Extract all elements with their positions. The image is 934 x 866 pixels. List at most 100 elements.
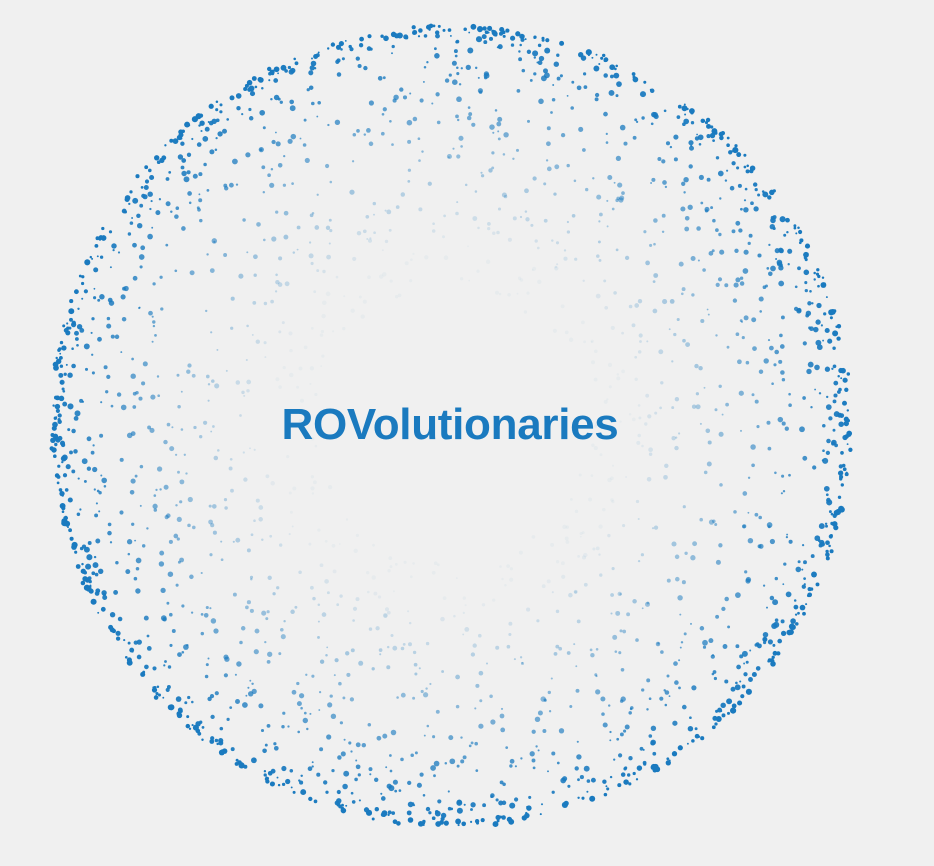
ring-particle [634,303,640,308]
ring-particle [652,308,658,314]
ring-particle [726,143,730,147]
ring-particle [254,85,258,89]
ring-particle [578,473,582,477]
ring-particle [774,471,777,475]
ring-particle [521,661,524,664]
ring-particle [149,207,152,211]
ring-particle [85,585,92,592]
ring-particle [196,206,200,210]
ring-particle [266,724,271,728]
ring-particle [180,165,185,170]
ring-particle [314,392,318,397]
ring-particle [743,165,747,169]
ring-particle [660,650,664,654]
ring-particle [320,329,325,334]
ring-particle [187,363,192,368]
ring-particle [186,643,189,647]
ring-particle [556,263,559,266]
ring-particle [610,498,614,502]
ring-particle [442,596,447,600]
ring-particle [526,607,531,612]
ring-particle [392,590,395,593]
ring-particle [770,215,775,220]
ring-particle [623,779,629,785]
ring-particle [109,612,116,618]
ring-particle [61,510,65,513]
ring-particle [258,77,264,83]
ring-particle [332,569,337,574]
ring-particle [246,379,252,385]
ring-particle [291,689,297,695]
ring-particle [288,491,292,495]
ring-particle [467,47,474,54]
ring-particle [178,132,184,138]
ring-particle [803,577,806,580]
ring-particle [129,490,135,495]
ring-particle [91,371,95,375]
ring-particle [744,187,748,191]
ring-particle [803,560,807,565]
ring-particle [797,560,801,564]
ring-particle [382,613,388,618]
ring-particle [782,489,786,493]
ring-particle [775,257,778,261]
ring-particle [319,563,324,568]
ring-particle [537,43,542,48]
ring-particle [447,156,450,159]
ring-particle [244,83,249,88]
ring-particle [361,742,367,748]
ring-particle [826,438,831,444]
ring-particle [758,543,764,549]
ring-particle [825,549,829,554]
ring-particle [462,755,467,760]
ring-particle [515,31,521,37]
ring-particle [434,810,441,817]
ring-particle [109,627,115,633]
ring-particle [506,816,513,823]
ring-particle [516,89,521,93]
ring-particle [293,57,296,61]
ring-particle [296,681,300,686]
ring-particle [235,537,241,543]
ring-particle [756,425,760,429]
ring-particle [700,318,705,324]
ring-particle [247,87,252,92]
ring-particle [382,272,387,277]
ring-particle [832,346,836,350]
ring-particle [266,610,270,614]
ring-particle [533,36,536,39]
ring-particle [623,767,627,771]
ring-particle [279,543,283,547]
ring-particle [81,562,84,566]
ring-particle [747,537,754,544]
ring-particle [579,775,584,780]
ring-particle [822,457,829,464]
ring-particle [55,416,58,419]
ring-particle [55,408,60,413]
ring-particle [495,290,499,295]
ring-particle [739,654,744,659]
ring-particle [455,211,459,216]
ring-particle [443,214,446,218]
ring-particle [682,505,686,509]
ring-particle [373,231,376,235]
ring-particle [235,93,242,99]
ring-particle [283,154,286,158]
ring-particle [428,811,432,815]
ring-particle [239,640,243,645]
ring-particle [668,695,671,698]
ring-particle [174,269,178,273]
ring-particle [407,610,410,613]
ring-particle [93,555,97,559]
ring-particle [628,711,632,715]
ring-particle [603,279,607,283]
ring-particle [329,229,333,233]
ring-particle [521,815,527,821]
ring-particle [75,564,81,569]
ring-particle [833,411,840,418]
ring-particle [683,103,686,106]
ring-particle [81,297,84,300]
ring-particle [546,579,551,584]
ring-particle [368,100,374,106]
ring-particle [576,740,579,743]
